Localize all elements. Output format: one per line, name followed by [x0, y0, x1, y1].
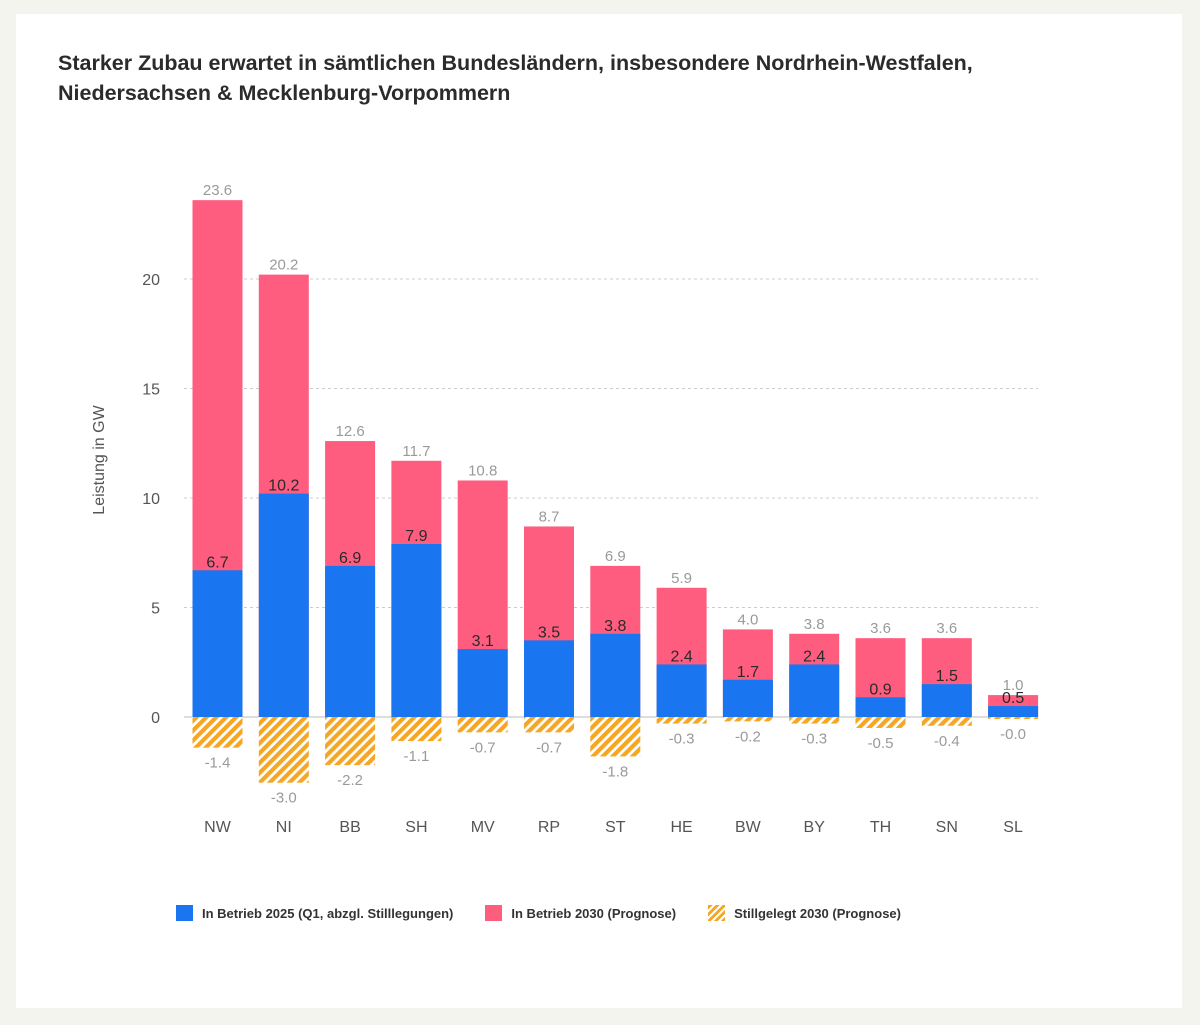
y-tick-label: 5	[151, 601, 160, 618]
label-stillgelegt-by: -0.3	[801, 731, 827, 748]
label-2030-ni: 20.2	[269, 257, 298, 274]
label-2025-sn: 1.5	[936, 668, 958, 685]
label-2030-sh: 11.7	[402, 443, 430, 460]
label-2030-he: 5.9	[671, 570, 692, 587]
bar-2025-sh	[391, 543, 442, 717]
label-2030-sl: 1.0	[1003, 677, 1024, 694]
chart-title: Starker Zubau erwartet in sämtlichen Bun…	[58, 48, 1148, 108]
chart-title-line-2: Niedersachsen & Mecklenburg-Vorpommern	[58, 81, 511, 105]
label-2030-mv: 10.8	[468, 462, 497, 479]
bar-2025-nw	[192, 570, 243, 717]
label-2025-rp: 3.5	[538, 624, 560, 641]
label-stillgelegt-rp: -0.7	[536, 739, 562, 756]
label-stillgelegt-nw: -1.4	[205, 755, 231, 772]
label-2025-bb: 6.9	[339, 550, 361, 567]
label-stillgelegt-sl: -0.0	[1000, 726, 1026, 743]
bar-2025-sn	[921, 684, 972, 717]
x-tick-label-rp: RP	[538, 819, 560, 836]
x-tick-label-bb: BB	[339, 819, 360, 836]
label-2025-ni: 10.2	[268, 478, 299, 495]
bar-stillgelegt-sn	[921, 717, 972, 726]
label-2025-th: 0.9	[869, 681, 891, 698]
label-stillgelegt-bb: -2.2	[337, 772, 363, 789]
bar-2025-bb	[325, 565, 376, 717]
y-tick-label: 0	[151, 710, 160, 727]
bar-2025-by	[789, 664, 840, 717]
label-stillgelegt-sn: -0.4	[934, 733, 960, 750]
x-tick-label-st: ST	[605, 819, 626, 836]
legend-swatch-stillgelegt	[708, 905, 726, 921]
y-axis-title: Leistung in GW	[91, 404, 108, 514]
label-stillgelegt-th: -0.5	[868, 735, 894, 752]
legend-label-stillgelegt: Stillgelegt 2030 (Prognose)	[734, 905, 901, 921]
y-tick-label: 20	[142, 272, 160, 289]
label-stillgelegt-st: -1.8	[602, 763, 628, 780]
legend: In Betrieb 2025 (Q1, abzgl. Stilllegunge…	[176, 905, 901, 921]
label-stillgelegt-bw: -0.2	[735, 728, 761, 745]
x-tick-label-sh: SH	[405, 819, 427, 836]
label-2025-by: 2.4	[803, 648, 825, 665]
bar-2025-th	[855, 697, 906, 717]
x-tick-label-mv: MV	[471, 819, 495, 836]
y-tick-label: 10	[142, 491, 160, 508]
label-2030-nw: 23.6	[203, 182, 232, 199]
label-2030-by: 3.8	[804, 616, 825, 633]
label-2025-sl: 0.5	[1002, 690, 1024, 707]
bar-stillgelegt-mv	[457, 717, 508, 733]
label-2030-bw: 4.0	[737, 611, 758, 628]
bar-stillgelegt-rp	[524, 717, 574, 733]
legend-item-2030: In Betrieb 2030 (Prognose)	[485, 905, 676, 921]
bar-stillgelegt-bb	[325, 717, 376, 766]
bar-stillgelegt-st	[590, 717, 641, 757]
label-2025-mv: 3.1	[472, 633, 494, 650]
bar-stillgelegt-sl	[988, 717, 1039, 719]
x-tick-label-th: TH	[870, 819, 891, 836]
label-stillgelegt-mv: -0.7	[470, 739, 496, 756]
bar-stillgelegt-th	[855, 717, 906, 728]
x-tick-label-sl: SL	[1003, 819, 1023, 836]
y-tick-label: 15	[142, 382, 160, 399]
bar-2025-sl	[988, 706, 1039, 717]
x-tick-label-by: BY	[804, 819, 826, 836]
bar-2025-he	[656, 664, 707, 717]
legend-label-2025: In Betrieb 2025 (Q1, abzgl. Stilllegunge…	[202, 905, 454, 921]
bar-2025-ni	[258, 493, 309, 717]
x-tick-label-bw: BW	[735, 819, 762, 836]
legend-item-stillgelegt: Stillgelegt 2030 (Prognose)	[708, 905, 901, 921]
bar-stillgelegt-ni	[258, 717, 309, 783]
bar-stillgelegt-he	[656, 717, 707, 724]
label-2030-sn: 3.6	[936, 620, 957, 637]
label-stillgelegt-ni: -3.0	[271, 790, 297, 807]
bar-2025-st	[590, 633, 641, 717]
x-tick-label-nw: NW	[204, 819, 232, 836]
bar-stillgelegt-bw	[722, 717, 773, 722]
label-stillgelegt-he: -0.3	[669, 731, 695, 748]
legend-swatch-2025	[176, 905, 193, 921]
x-tick-label-ni: NI	[276, 819, 292, 836]
chart-title-line-1: Starker Zubau erwartet in sämtlichen Bun…	[58, 51, 973, 75]
bar-stillgelegt-sh	[391, 717, 442, 742]
bar-stillgelegt-by	[789, 717, 840, 724]
bar-2025-rp	[524, 640, 574, 717]
label-2030-th: 3.6	[870, 620, 891, 637]
legend-item-2025: In Betrieb 2025 (Q1, abzgl. Stilllegunge…	[176, 905, 453, 921]
label-2025-he: 2.4	[670, 648, 692, 665]
x-tick-label-sn: SN	[936, 819, 958, 836]
label-2025-nw: 6.7	[206, 554, 228, 571]
legend-label-2030: In Betrieb 2030 (Prognose)	[511, 905, 677, 921]
label-2025-sh: 7.9	[405, 528, 427, 545]
label-2030-rp: 8.7	[539, 508, 560, 525]
bar-2025-bw	[722, 679, 773, 717]
label-2030-bb: 12.6	[335, 423, 364, 440]
label-2025-st: 3.8	[604, 618, 626, 635]
label-stillgelegt-sh: -1.1	[403, 748, 429, 765]
label-2030-st: 6.9	[605, 548, 626, 565]
bar-2025-mv	[457, 649, 508, 717]
bar-stillgelegt-nw	[192, 717, 243, 748]
legend-swatch-2030	[485, 905, 503, 921]
x-tick-label-he: HE	[670, 819, 692, 836]
label-2025-bw: 1.7	[737, 664, 759, 681]
